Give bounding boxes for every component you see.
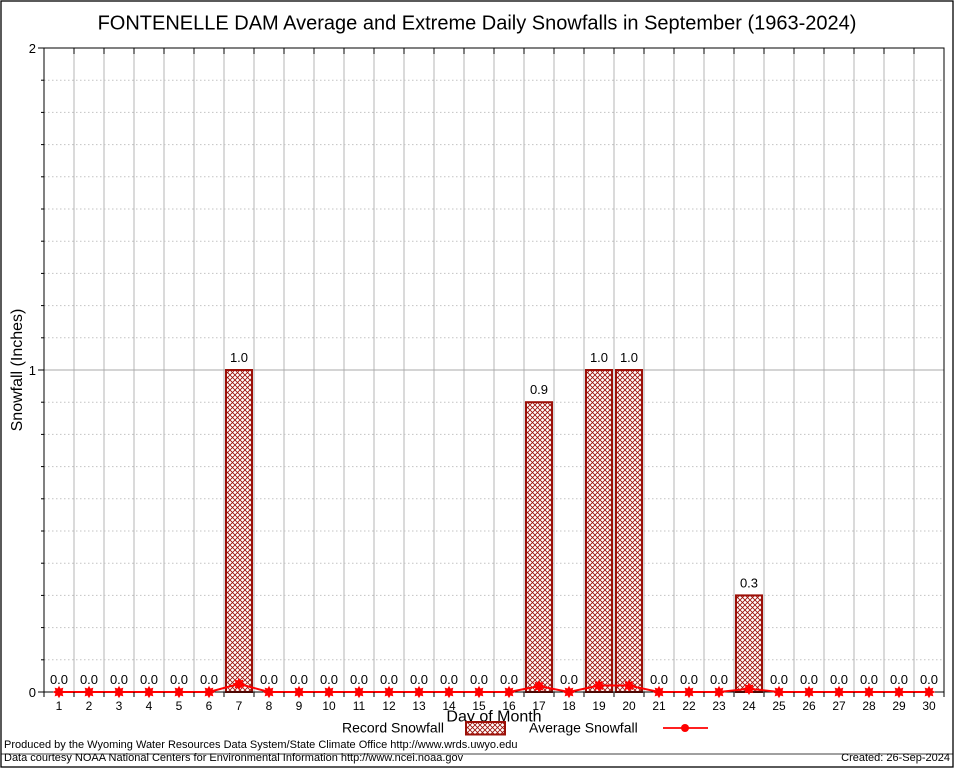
svg-text:0: 0 [29,685,36,700]
svg-text:0.0: 0.0 [500,672,518,687]
svg-text:0.0: 0.0 [260,672,278,687]
svg-text:13: 13 [412,699,426,713]
svg-text:26: 26 [802,699,816,713]
svg-text:0.0: 0.0 [650,672,668,687]
svg-text:0.0: 0.0 [50,672,68,687]
svg-text:30: 30 [922,699,936,713]
svg-text:0.0: 0.0 [140,672,158,687]
svg-text:1: 1 [29,363,36,378]
svg-text:10: 10 [322,699,336,713]
svg-text:Record Snowfall: Record Snowfall [342,720,444,736]
svg-text:Data courtesy NOAA National Ce: Data courtesy NOAA National Centers for … [4,752,464,764]
svg-text:23: 23 [712,699,726,713]
svg-text:0.0: 0.0 [680,672,698,687]
svg-text:0.9: 0.9 [530,382,548,397]
svg-text:Produced by the Wyoming Water: Produced by the Wyoming Water Resources … [4,739,517,751]
svg-text:0.0: 0.0 [290,672,308,687]
svg-text:0.0: 0.0 [920,672,938,687]
svg-text:11: 11 [353,699,366,713]
svg-text:4: 4 [146,699,153,713]
svg-text:0.0: 0.0 [110,672,128,687]
svg-text:Created: 26-Sep-2024: Created: 26-Sep-2024 [841,752,950,764]
svg-text:0.0: 0.0 [560,672,578,687]
svg-text:19: 19 [592,699,606,713]
svg-text:0.3: 0.3 [740,575,758,590]
svg-text:25: 25 [772,699,786,713]
svg-text:0.0: 0.0 [170,672,188,687]
svg-text:0.0: 0.0 [830,672,848,687]
svg-text:27: 27 [832,699,846,713]
svg-text:0.0: 0.0 [80,672,98,687]
svg-text:0.0: 0.0 [710,672,728,687]
svg-text:20: 20 [622,699,636,713]
svg-text:18: 18 [562,699,576,713]
svg-text:21: 21 [652,699,666,713]
svg-text:0.0: 0.0 [800,672,818,687]
svg-text:0.0: 0.0 [320,672,338,687]
svg-text:24: 24 [742,699,756,713]
svg-text:0.0: 0.0 [410,672,428,687]
svg-text:2: 2 [86,699,93,713]
svg-text:9: 9 [296,699,303,713]
svg-text:29: 29 [892,699,906,713]
svg-text:3: 3 [116,699,123,713]
svg-text:8: 8 [266,699,273,713]
svg-text:0.0: 0.0 [890,672,908,687]
svg-text:Average Snowfall: Average Snowfall [529,720,638,736]
svg-text:0.0: 0.0 [200,672,218,687]
svg-text:1: 1 [56,699,63,713]
svg-text:1.0: 1.0 [590,350,608,365]
svg-text:0.0: 0.0 [470,672,488,687]
svg-text:7: 7 [236,699,243,713]
svg-text:FONTENELLE DAM Average and Ext: FONTENELLE DAM Average and Extreme Daily… [98,13,857,35]
svg-text:12: 12 [382,699,396,713]
svg-text:1.0: 1.0 [620,350,638,365]
svg-text:0.0: 0.0 [350,672,368,687]
svg-text:6: 6 [206,699,213,713]
svg-text:0.0: 0.0 [770,672,788,687]
svg-text:5: 5 [176,699,183,713]
svg-text:22: 22 [682,699,696,713]
svg-text:28: 28 [862,699,876,713]
svg-text:2: 2 [29,41,36,56]
svg-text:Snowfall (Inches): Snowfall (Inches) [9,309,26,432]
svg-text:1.0: 1.0 [230,350,248,365]
svg-text:0.0: 0.0 [380,672,398,687]
svg-text:0.0: 0.0 [860,672,878,687]
svg-text:0.0: 0.0 [440,672,458,687]
